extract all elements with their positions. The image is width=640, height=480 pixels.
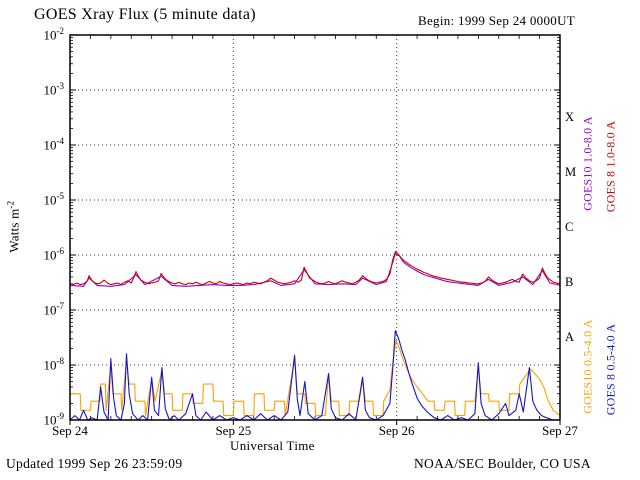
x-tick-label: Sep 26 (378, 423, 415, 438)
right-axis-label: GOES10 0.5-4.0 A (580, 319, 595, 414)
credit-label: NOAA/SEC Boulder, CO USA (414, 456, 591, 471)
right-axis-label: GOES 8 1.0-8.0 A (603, 120, 618, 213)
flare-class-label: M (565, 164, 577, 179)
flare-class-label: A (565, 329, 575, 344)
x-tick-label: Sep 27 (542, 423, 578, 438)
right-axis-label: GOES 8 0.5-4.0 A (603, 323, 618, 416)
y-axis-label-base: Watts m (6, 208, 22, 253)
flare-class-label: B (565, 274, 574, 289)
x-axis-label: Universal Time (230, 438, 315, 453)
series-line-goes10-short (70, 339, 561, 417)
y-axis-label: Watts m-2 (5, 167, 22, 287)
x-tick-label: Sep 25 (215, 423, 252, 438)
y-tick-label: 10-7 (43, 301, 65, 318)
y-tick-label: 10-4 (43, 136, 65, 153)
plot-frame (69, 34, 561, 421)
y-tick-label: 10-3 (43, 81, 65, 98)
updated-timestamp: Updated 1999 Sep 26 23:59:09 (6, 456, 183, 471)
y-axis-label-exp: -2 (5, 200, 16, 209)
y-tick-label: 10-5 (43, 191, 65, 208)
x-tick-label: Sep 24 (52, 423, 88, 438)
y-tick-label: 10-9 (43, 411, 65, 428)
series-line-goes8-short (69, 330, 560, 421)
y-tick-label: 10-6 (43, 246, 65, 263)
right-axis-label: GOES10 1.0-8.0 A (580, 116, 595, 211)
y-tick-label: 10-8 (43, 356, 65, 373)
flare-class-label: C (565, 219, 574, 234)
flare-class-label: X (565, 109, 575, 124)
series-line-goes8-long (69, 251, 561, 286)
begin-label: Begin: 1999 Sep 24 0000UT (418, 13, 575, 28)
y-tick-label: 10-2 (43, 26, 65, 43)
chart-title: GOES Xray Flux (5 minute data) (34, 6, 256, 23)
